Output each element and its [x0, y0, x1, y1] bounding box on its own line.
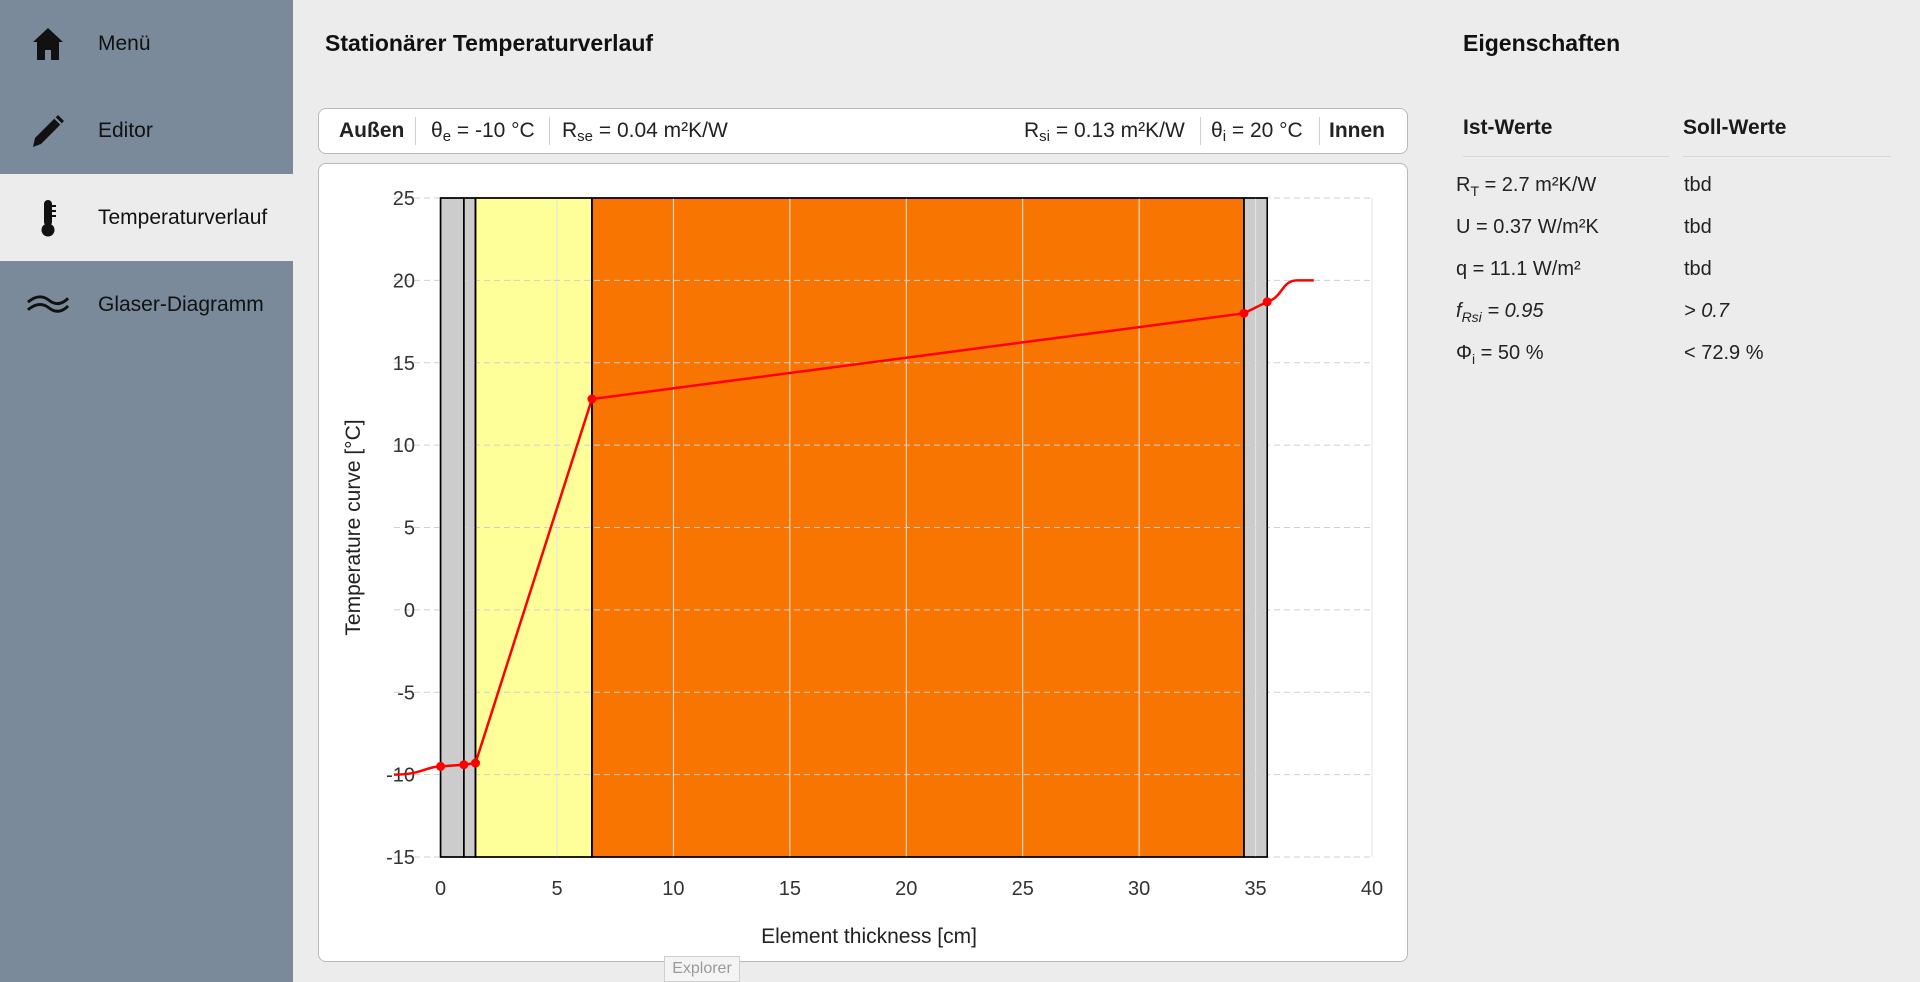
divider [549, 117, 550, 145]
nav-item-temperaturverlauf[interactable]: Temperaturverlauf [0, 174, 293, 261]
nav-label: Temperaturverlauf [98, 205, 268, 229]
x-axis-label: Element thickness [cm] [761, 925, 977, 948]
thermometer-icon [26, 196, 70, 240]
y-axis-label: Temperature curve [°C] [342, 419, 365, 635]
y-tick-label: 5 [404, 518, 415, 540]
data-point [436, 761, 446, 771]
boundary-conditions-bar: Außen θe = -10 °C Rse = 0.04 m²K/W Rsi =… [318, 108, 1408, 154]
property-actual-value: U = 0.37 W/m²K [1456, 216, 1599, 238]
property-target-value: tbd [1684, 258, 1712, 280]
property-actual-value: Φi = 50 % [1456, 342, 1544, 367]
property-target-value: > 0.7 [1684, 300, 1730, 322]
divider [415, 117, 416, 145]
home-icon [26, 22, 70, 66]
x-tick-label: 0 [435, 878, 446, 900]
x-tick-label: 20 [895, 878, 917, 900]
nav-item-glaser-diagramm[interactable]: Glaser-Diagramm [0, 261, 293, 348]
actual-values-header: Ist-Werte [1463, 116, 1553, 139]
x-tick-label: 5 [551, 878, 562, 900]
page-title: Stationärer Temperaturverlauf [325, 30, 654, 56]
data-point [471, 758, 480, 768]
nav-label: Glaser-Diagramm [98, 292, 264, 316]
r-si-value: Rsi = 0.13 m²K/W [1024, 119, 1185, 145]
data-point [587, 394, 597, 404]
x-tick-label: 25 [1012, 878, 1034, 900]
property-target-value: tbd [1684, 216, 1712, 238]
divider [1200, 117, 1201, 145]
divider [1319, 117, 1320, 145]
x-tick-label: 15 [779, 878, 801, 900]
data-point [459, 760, 469, 770]
y-tick-label: 15 [393, 353, 415, 375]
theta-i-value: θi = 20 °C [1211, 119, 1303, 145]
y-tick-label: -5 [397, 682, 415, 704]
y-tick-label: 25 [393, 188, 415, 210]
outside-label: Außen [339, 119, 405, 142]
nav-label: Menü [98, 31, 151, 55]
theta-e-value: θe = -10 °C [431, 119, 535, 145]
property-target-value: < 72.9 % [1684, 342, 1764, 364]
nav-item-menu[interactable]: Menü [0, 0, 293, 87]
y-tick-label: 0 [404, 600, 415, 622]
y-tick-label: 20 [393, 270, 415, 292]
nav-label: Editor [98, 118, 153, 142]
divider [1683, 156, 1891, 157]
property-actual-value: fRsi = 0.95 [1456, 300, 1544, 325]
inside-label: Innen [1329, 119, 1385, 142]
pencil-icon [26, 109, 70, 153]
x-tick-label: 40 [1361, 878, 1383, 900]
data-point [1262, 297, 1272, 307]
layer-border [1243, 197, 1268, 858]
waves-icon [26, 283, 70, 327]
property-actual-value: q = 11.1 W/m² [1456, 258, 1581, 280]
properties-title: Eigenschaften [1463, 30, 1621, 56]
x-tick-label: 10 [662, 878, 684, 900]
property-actual-value: RT = 2.7 m²K/W [1456, 174, 1597, 199]
nav-item-editor[interactable]: Editor [0, 87, 293, 174]
property-target-value: tbd [1684, 174, 1712, 196]
data-point [1239, 308, 1249, 318]
y-tick-label: -15 [386, 847, 415, 869]
target-values-header: Soll-Werte [1683, 116, 1787, 139]
explorer-tab[interactable]: Explorer [664, 956, 740, 982]
x-tick-label: 35 [1244, 878, 1266, 900]
divider [1463, 156, 1669, 157]
sidebar: Menü Editor Temperaturverlauf Glaser-Dia… [0, 0, 293, 982]
y-tick-label: 10 [393, 435, 415, 457]
r-se-value: Rse = 0.04 m²K/W [562, 119, 728, 145]
temperature-chart-panel: 25 20 15 10 5 0 -5 -10 -15 0 5 10 15 20 25 30 35 40 Elemen… [318, 163, 1408, 962]
x-tick-label: 30 [1128, 878, 1150, 900]
